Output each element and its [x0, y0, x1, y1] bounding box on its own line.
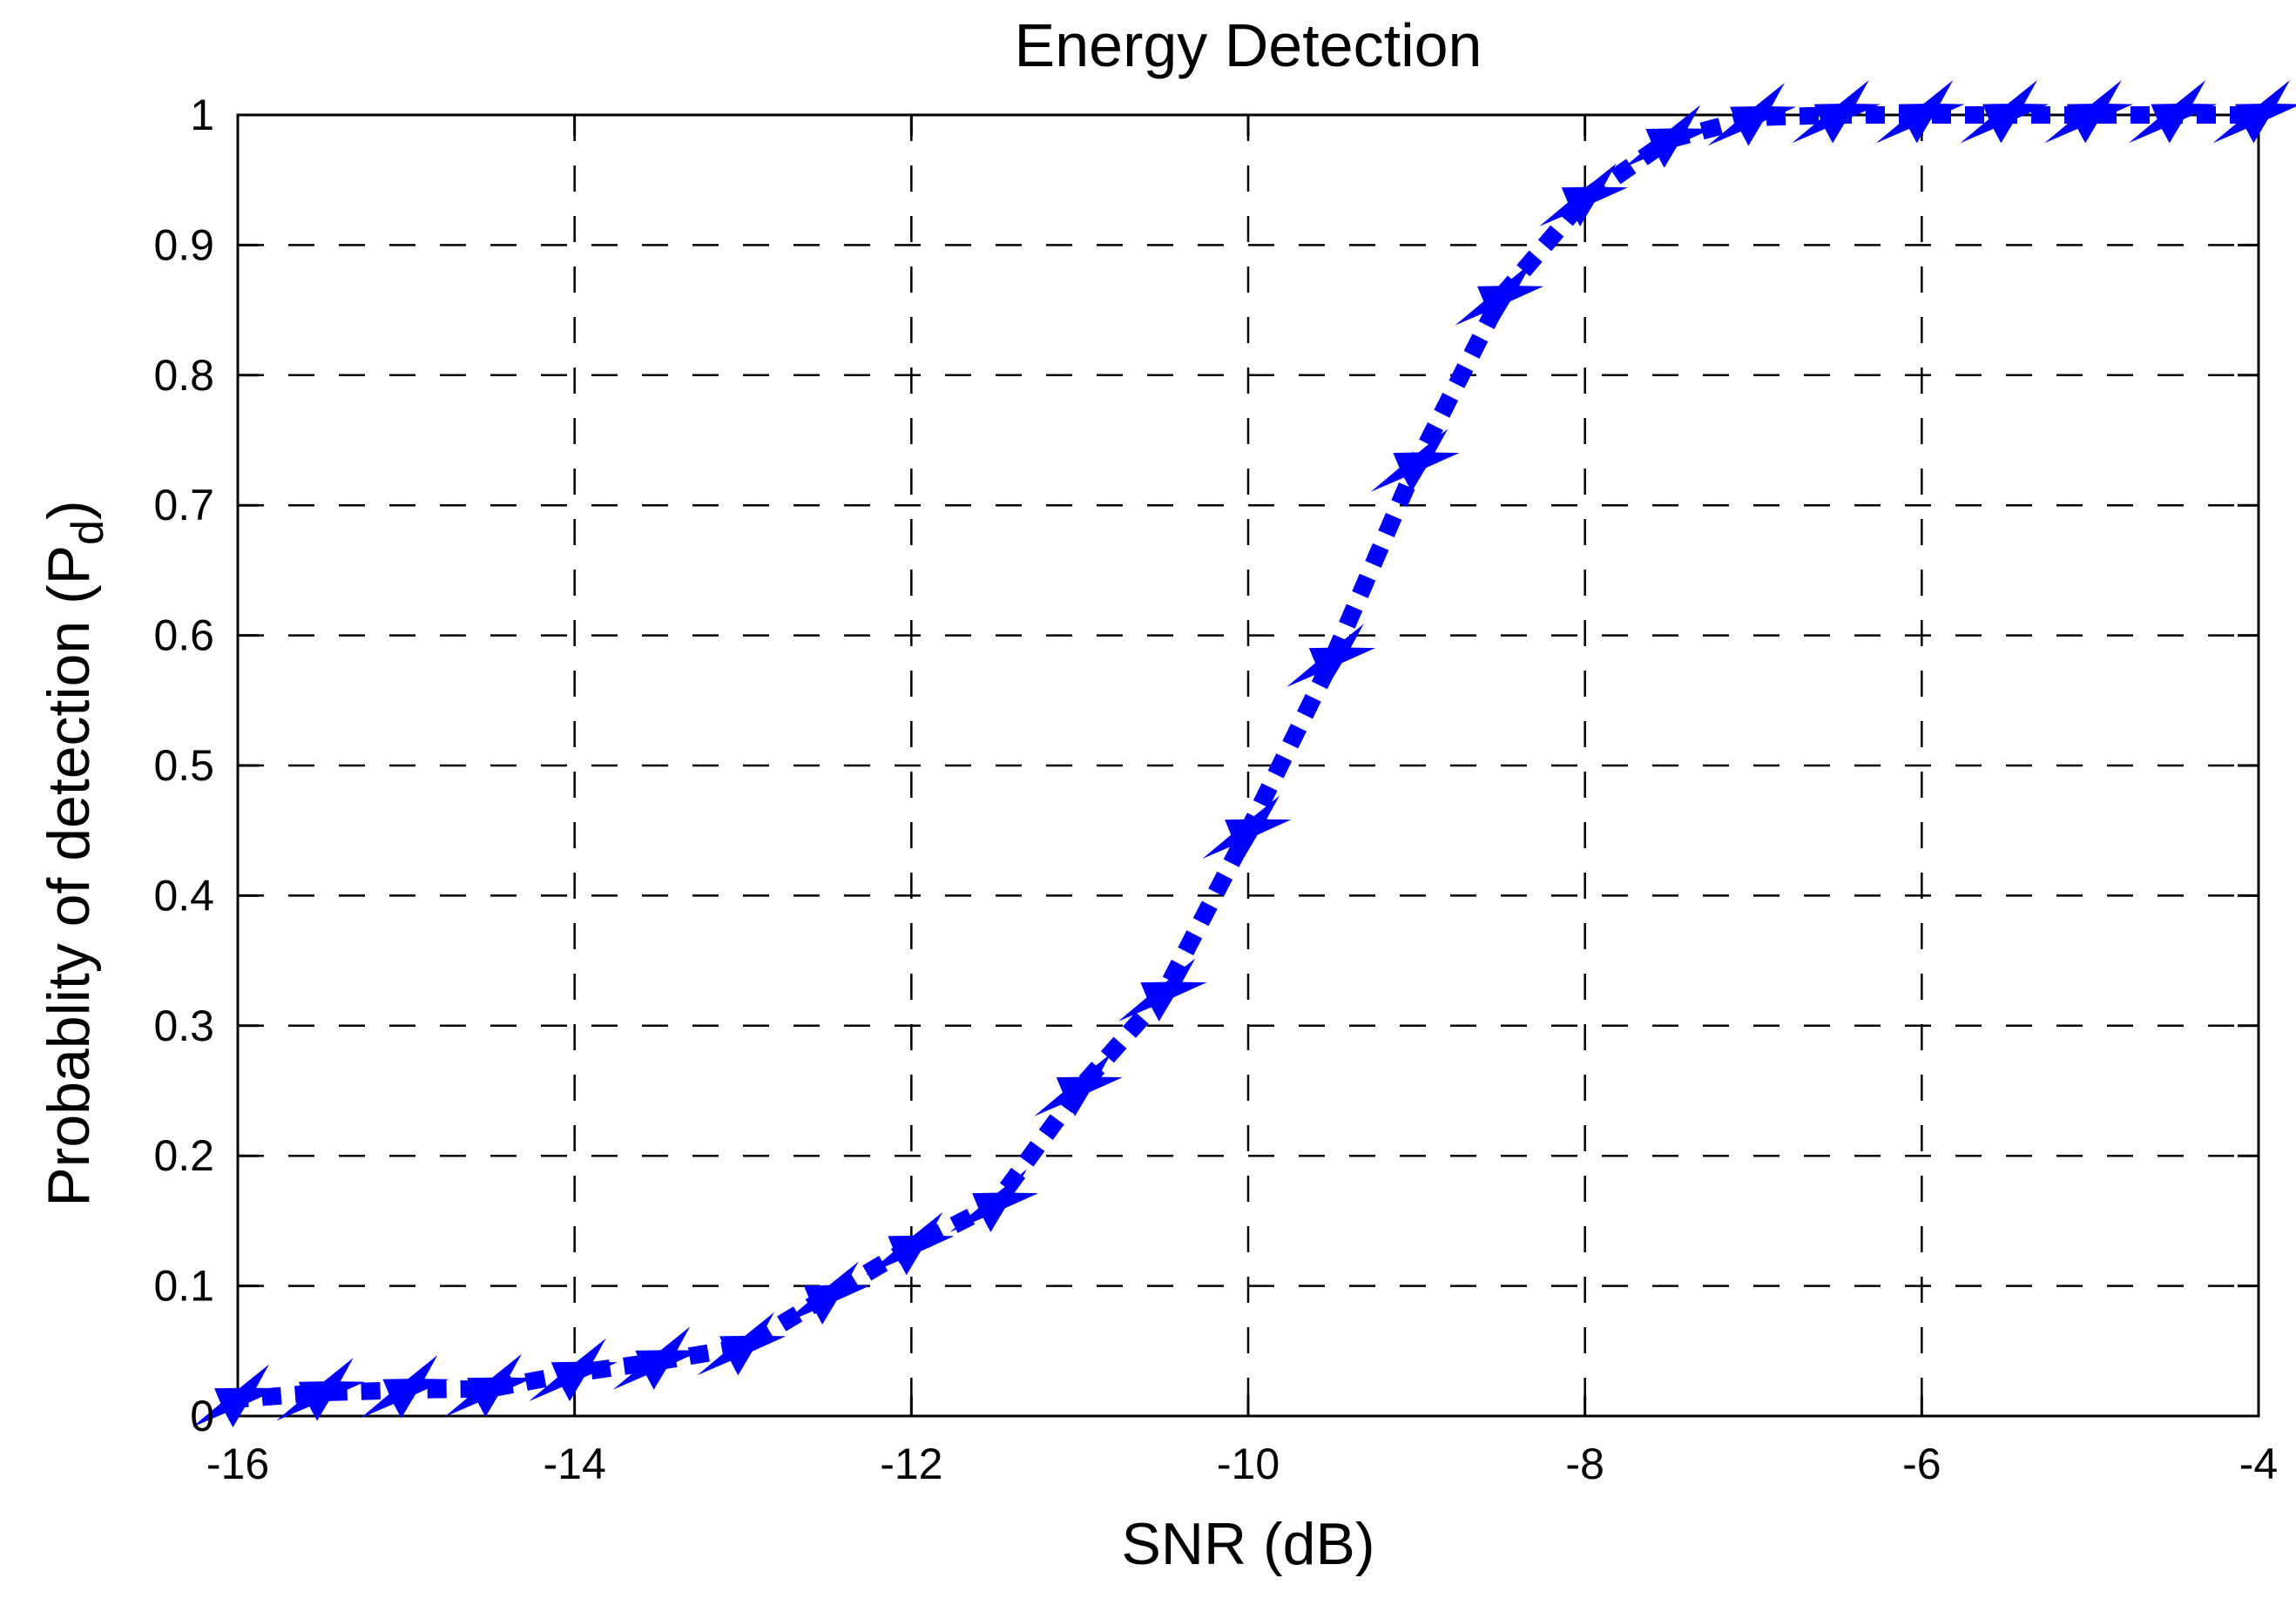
x-tick-label: -12 — [880, 1440, 942, 1488]
data-point-marker — [781, 1261, 870, 1325]
y-tick-label: 0.8 — [153, 351, 214, 400]
data-point-marker — [612, 1326, 702, 1390]
y-axis-label-subscript: d — [63, 520, 113, 545]
y-tick-label: 0.4 — [153, 871, 214, 920]
y-tick-label: 0.9 — [153, 220, 214, 269]
data-point-marker — [360, 1355, 449, 1419]
data-point-marker — [949, 1169, 1039, 1232]
x-tick-label: -16 — [206, 1440, 269, 1488]
data-point-marker — [697, 1312, 787, 1376]
x-tick-label: -10 — [1217, 1440, 1280, 1488]
y-axis-label-main: Probablity of detection (P — [36, 545, 102, 1207]
data-point-marker — [444, 1353, 534, 1417]
data-point-marker — [1792, 80, 1881, 144]
x-tick-label: -6 — [1902, 1440, 1941, 1488]
y-tick-label: 0.7 — [153, 481, 214, 529]
data-point-marker — [529, 1338, 618, 1402]
data-point-marker — [2044, 80, 2133, 144]
data-point-marker — [276, 1358, 365, 1421]
y-tick-label: 0.6 — [153, 611, 214, 660]
y-tick-label: 0.5 — [153, 741, 214, 790]
data-point-marker — [1539, 163, 1628, 226]
data-point-marker — [1034, 1053, 1123, 1116]
data-point-marker — [1202, 795, 1292, 860]
data-point-marker — [2212, 80, 2296, 144]
y-tick-label: 0.2 — [153, 1131, 214, 1180]
x-tick-label: -4 — [2239, 1440, 2278, 1488]
data-point-marker — [1118, 958, 1207, 1022]
data-point-marker — [1707, 83, 1797, 146]
data-point-marker — [1370, 428, 1460, 492]
x-tick-label: -8 — [1565, 1440, 1604, 1488]
y-axis-label-close: ) — [36, 500, 102, 520]
data-point-marker — [1960, 80, 2050, 144]
data-point-marker — [865, 1211, 955, 1276]
y-tick-label: 0 — [190, 1392, 214, 1440]
data-point-marker — [1455, 262, 1544, 326]
data-point-marker — [2128, 80, 2218, 144]
y-tick-label: 0.1 — [153, 1262, 214, 1311]
data-point-marker — [1623, 105, 1712, 168]
data-point-marker — [1286, 624, 1375, 687]
chart-title: Energy Detection — [1015, 11, 1482, 79]
y-tick-label: 0.3 — [153, 1001, 214, 1050]
x-tick-label: -14 — [544, 1440, 606, 1488]
y-tick-label: 1 — [190, 91, 214, 139]
data-point-marker — [1875, 80, 1965, 144]
data-point-marker — [192, 1364, 281, 1427]
y-axis-label: Probablity of detection (Pd) — [36, 500, 113, 1206]
x-axis-label: SNR (dB) — [1122, 1511, 1375, 1577]
